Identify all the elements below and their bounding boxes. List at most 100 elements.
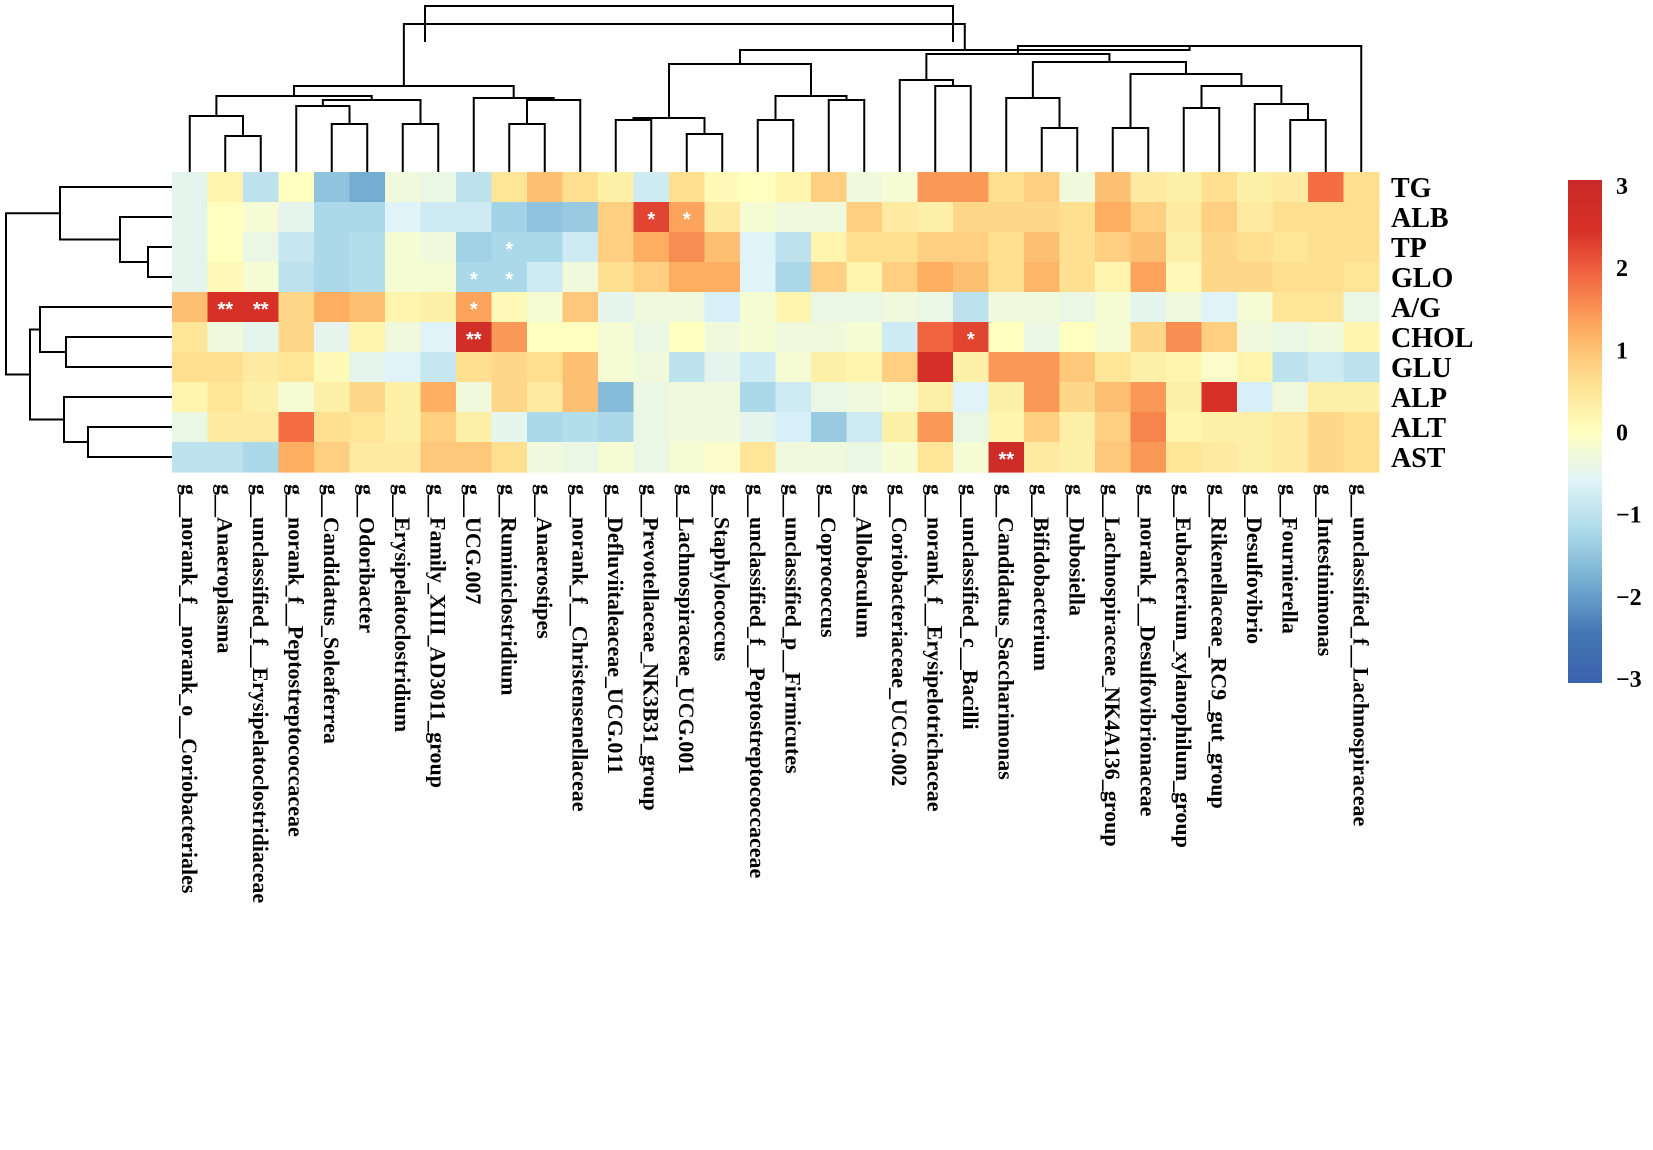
heatmap-cell xyxy=(1130,262,1167,293)
heatmap-cell xyxy=(527,202,564,233)
heatmap-cell xyxy=(349,352,386,383)
heatmap-cell xyxy=(1166,172,1203,203)
dendrogram-branch xyxy=(1040,127,1079,172)
heatmap-cell xyxy=(1237,442,1274,473)
heatmap-cell xyxy=(633,172,670,203)
heatmap-cell xyxy=(811,172,848,203)
dendrogram-branch xyxy=(1289,119,1327,172)
heatmap-cell xyxy=(1343,322,1380,353)
heatmap-cell xyxy=(385,382,422,413)
column-label: g__Odoribacter xyxy=(354,484,379,633)
heatmap-cell xyxy=(1237,382,1274,413)
heatmap-cell xyxy=(775,412,812,443)
heatmap-cell xyxy=(882,352,919,383)
heatmap-cell xyxy=(633,382,670,413)
heatmap-cell xyxy=(811,382,848,413)
heatmap-cell xyxy=(562,322,599,353)
heatmap-cell xyxy=(278,232,315,263)
heatmap-cell xyxy=(349,262,386,293)
dendrogram-branch xyxy=(39,306,172,353)
heatmap-cell xyxy=(314,232,351,263)
heatmap-cell xyxy=(846,442,883,473)
heatmap-cell xyxy=(491,232,528,263)
dendrogram-branch xyxy=(188,115,244,172)
heatmap-cell xyxy=(385,202,422,233)
heatmap-cell xyxy=(385,292,422,323)
row-label: AST xyxy=(1391,443,1446,474)
heatmap-cell xyxy=(811,322,848,353)
heatmap-cell xyxy=(811,412,848,443)
heatmap-cell xyxy=(740,322,777,353)
heatmap-cell xyxy=(207,172,244,203)
dendrogram-branch xyxy=(321,99,422,124)
heatmap-cell xyxy=(669,232,706,263)
dendrogram-branch xyxy=(87,426,172,458)
color-legend: 3 2 1 0 −1 −2 −3 xyxy=(1568,174,1642,693)
column-label: g__norank_f__norank_o__Coriobacteriales xyxy=(177,484,202,894)
heatmap-cell xyxy=(988,202,1025,233)
heatmap-cell xyxy=(385,322,422,353)
heatmap-cell xyxy=(172,202,209,233)
heatmap-cell xyxy=(1024,352,1061,383)
column-label: g__norank_f__Desulfovibrionaceae xyxy=(1135,484,1160,817)
heatmap-cell xyxy=(882,442,919,473)
heatmap-cell xyxy=(669,352,706,383)
column-label: g__Lachnospiraceae_NK4A136_group xyxy=(1100,484,1125,847)
heatmap-cell xyxy=(1059,382,1096,413)
dendrogram-branch xyxy=(1253,103,1309,172)
heatmap-cell xyxy=(1201,352,1238,383)
heatmap-cell xyxy=(633,232,670,263)
heatmap-cell xyxy=(846,292,883,323)
column-label: g__Intestinimonas xyxy=(1313,484,1338,657)
heatmap-cell xyxy=(491,352,528,383)
heatmap-cell xyxy=(846,352,883,383)
heatmap-cell xyxy=(917,382,954,413)
row-label: CHOL xyxy=(1391,323,1473,354)
heatmap-cell xyxy=(385,442,422,473)
heatmap-cell xyxy=(491,382,528,413)
heatmap-cell xyxy=(1130,442,1167,473)
heatmap-cell xyxy=(456,352,493,383)
column-label: g__norank_f__Peptostreptococcaceae xyxy=(283,484,308,837)
heatmap-cell xyxy=(456,382,493,413)
heatmap-cell xyxy=(1130,352,1167,383)
heatmap-cell xyxy=(1343,262,1380,293)
heatmap-cell xyxy=(1272,412,1309,443)
heatmap-cell xyxy=(775,322,812,353)
heatmap-cell xyxy=(420,352,457,383)
heatmap-cell xyxy=(385,352,422,383)
heatmap-cell xyxy=(1237,262,1274,293)
heatmap-cell xyxy=(491,172,528,203)
significance-star: * xyxy=(470,299,478,321)
heatmap-cell xyxy=(491,292,528,323)
heatmap-cell xyxy=(1308,232,1345,263)
heatmap-cell xyxy=(1095,292,1132,323)
heatmap-cell xyxy=(1095,262,1132,293)
heatmap-cell xyxy=(811,262,848,293)
column-label: g__Defluviitaleaceae_UCG.011 xyxy=(603,484,628,774)
heatmap-cell xyxy=(349,322,386,353)
row-dendrogram xyxy=(5,186,172,458)
heatmap-cell xyxy=(172,412,209,443)
heatmap-cell xyxy=(704,382,741,413)
heatmap-cell xyxy=(527,412,564,443)
heatmap-cell xyxy=(1166,382,1203,413)
dendrogram-branch xyxy=(827,99,866,172)
heatmap-cell xyxy=(598,382,635,413)
heatmap-cell xyxy=(953,442,990,473)
heatmap-cell xyxy=(669,322,706,353)
heatmap-cell xyxy=(527,352,564,383)
dendrogram-branch xyxy=(614,119,653,172)
significance-star: ** xyxy=(466,329,482,351)
heatmap-cell xyxy=(1343,172,1380,203)
heatmap-cell xyxy=(775,232,812,263)
heatmap-cell xyxy=(562,442,599,473)
dendrogram-branch xyxy=(1129,73,1243,128)
heatmap-cell xyxy=(953,322,990,353)
heatmap-cell xyxy=(953,412,990,443)
column-label: g__Candidatus_Saccharimonas xyxy=(993,484,1018,780)
heatmap-cell xyxy=(988,382,1025,413)
heatmap-cell xyxy=(917,172,954,203)
heatmap-cell xyxy=(1343,202,1380,233)
heatmap-cell xyxy=(1343,292,1380,323)
